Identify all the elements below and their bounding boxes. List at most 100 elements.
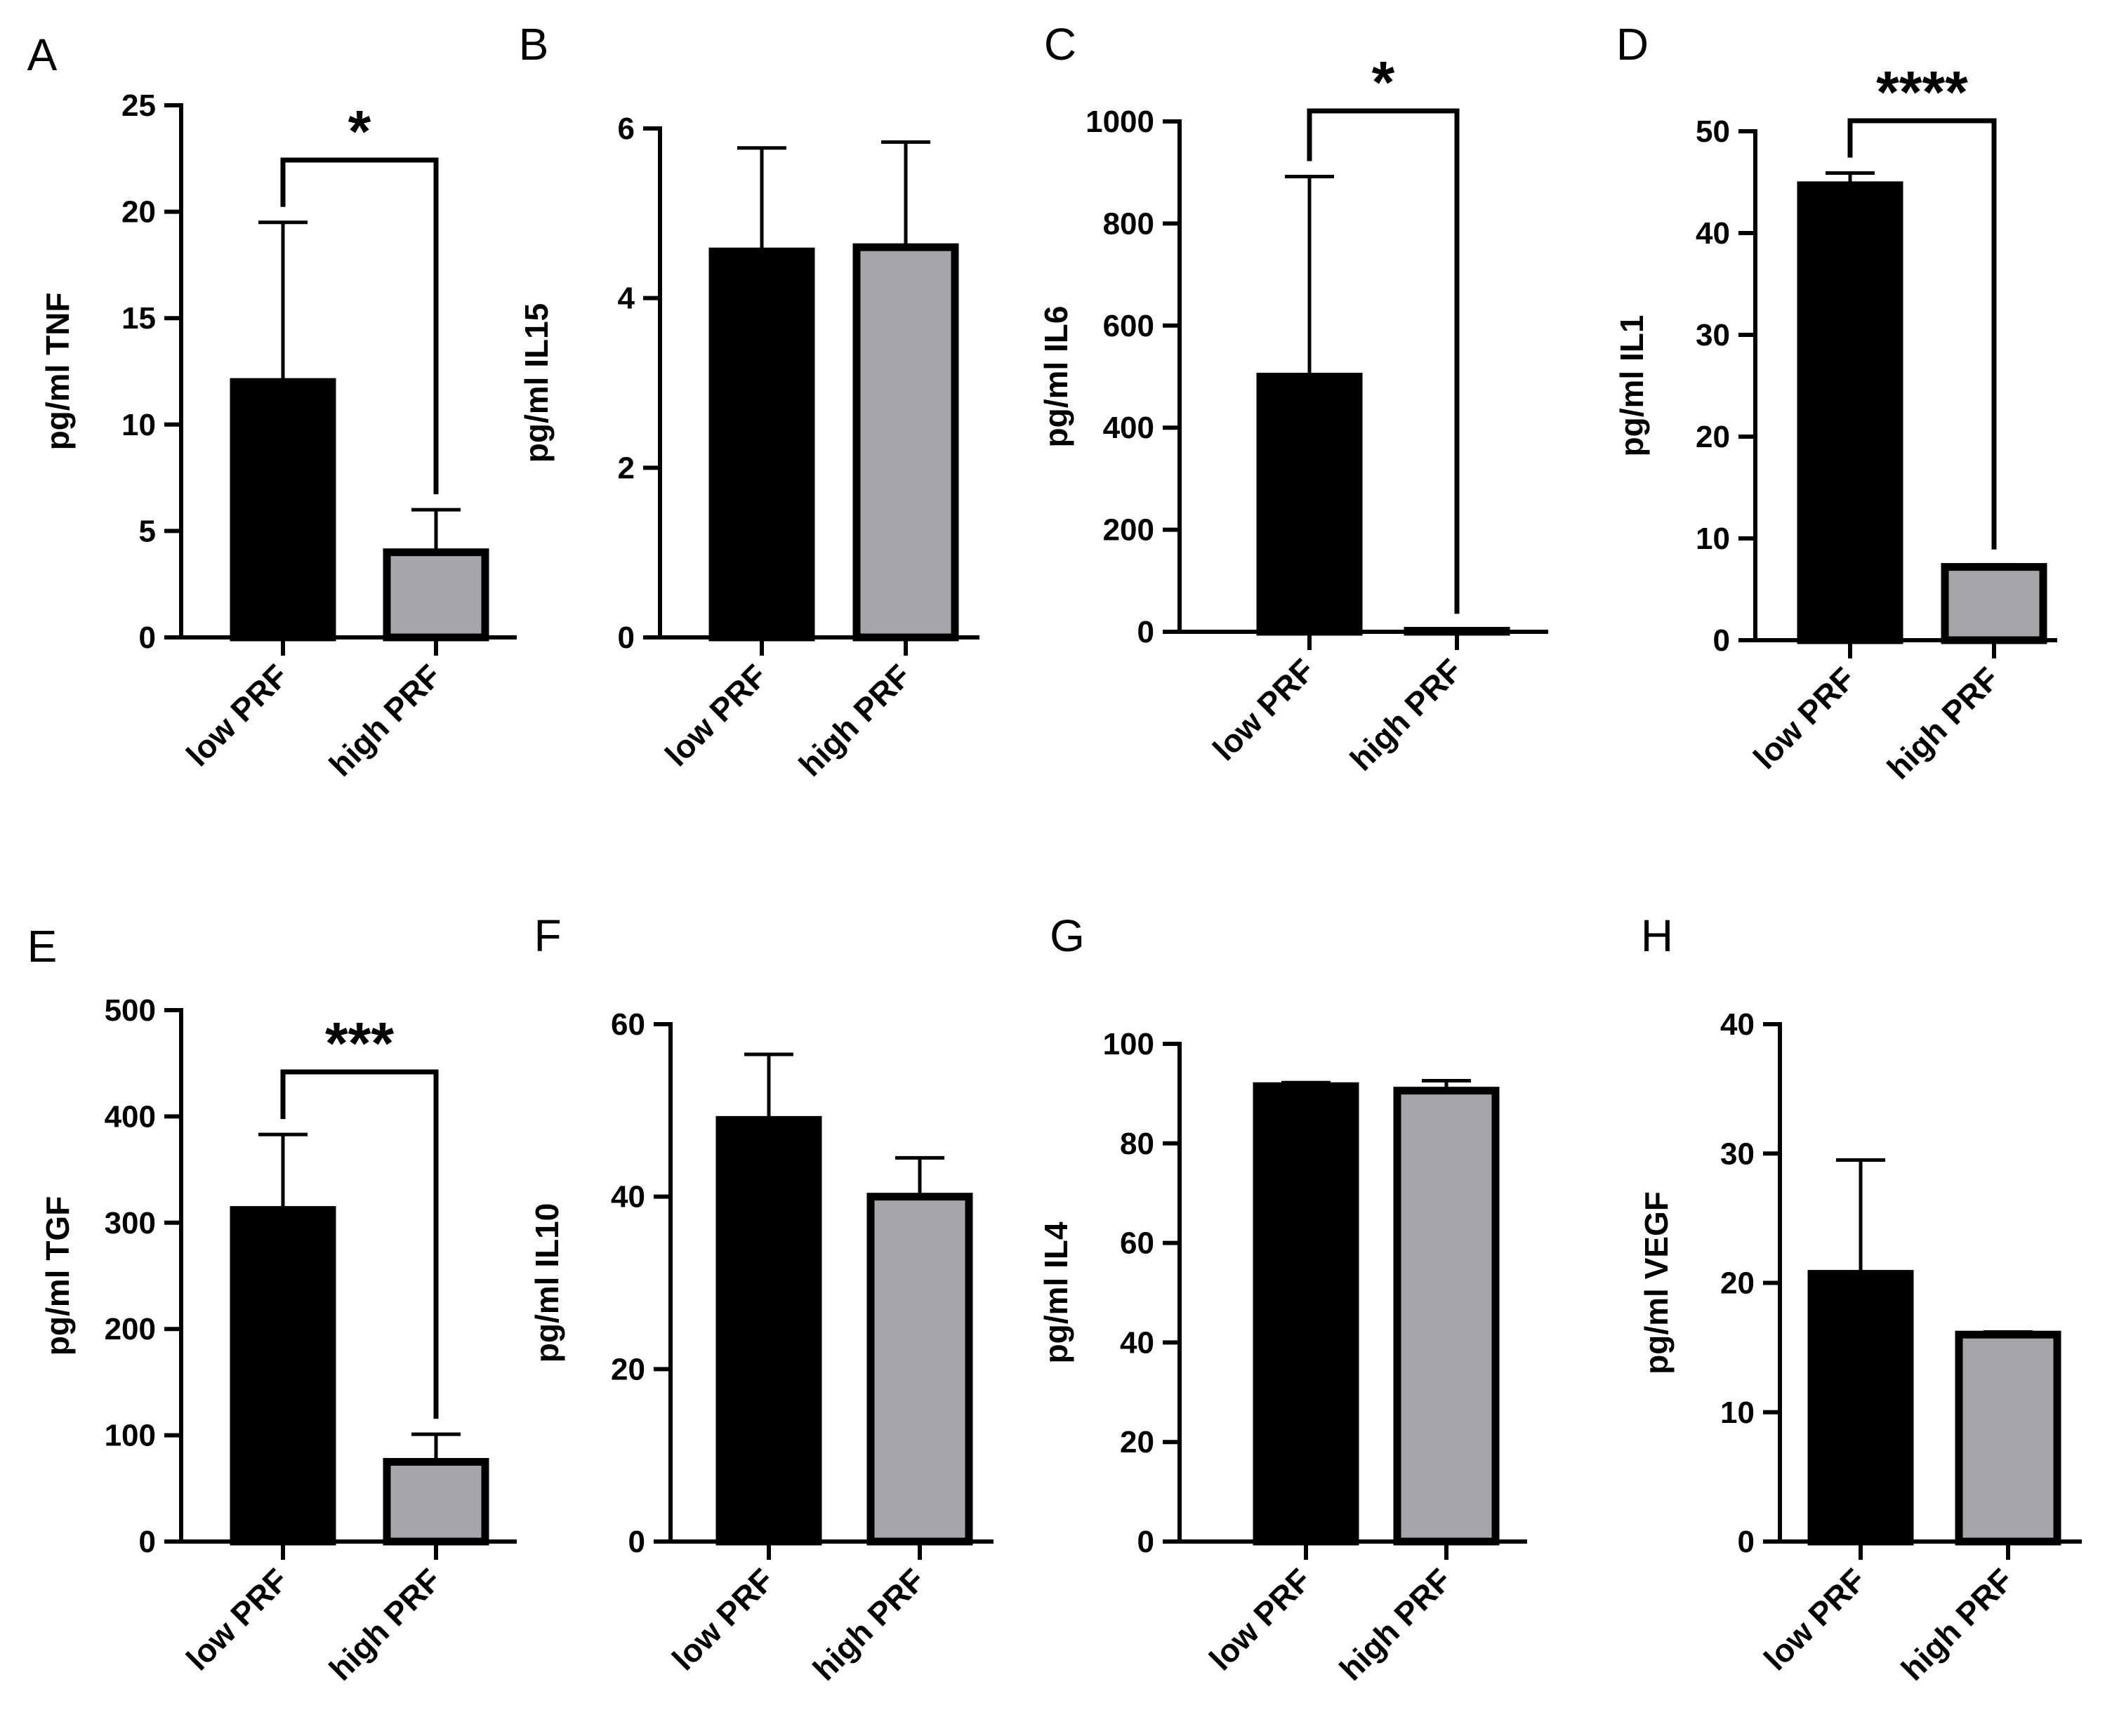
y-tick-label: 600 (1103, 309, 1154, 343)
category-label-high-prf: high PRF (1333, 1561, 1459, 1688)
category-label-low-prf: low PRF (658, 657, 774, 773)
category-label-low-prf: low PRF (665, 1561, 781, 1677)
bar-high-prf (383, 548, 489, 642)
y-tick-label: 0 (1137, 1525, 1154, 1559)
bar-low-prf (230, 1206, 336, 1546)
y-axis-title: pg/ml IL1 (1613, 315, 1650, 457)
significance-bracket (280, 1069, 439, 1419)
y-tick-label: 60 (611, 1007, 645, 1042)
y-axis-title: pg/ml IL6 (1038, 306, 1074, 448)
y-tick-label: 15 (121, 301, 156, 336)
significance-bracket (1307, 108, 1460, 614)
category-label-high-prf: high PRF (322, 1561, 449, 1688)
category-label-low-prf: low PRF (1206, 651, 1321, 767)
panel-b: B 0 2 4 6 pg/ml IL15 low PRF high PRF (518, 19, 979, 783)
y-tick-label: 0 (139, 1525, 156, 1559)
panel-letter: B (519, 19, 549, 69)
y-tick-label: 500 (105, 993, 156, 1028)
y-tick-label: 10 (1720, 1396, 1755, 1430)
y-tick-label: 200 (105, 1312, 156, 1346)
category-label-low-prf: low PRF (179, 657, 295, 773)
y-axis-title: pg/ml IL4 (1038, 1221, 1074, 1363)
category-label-high-prf: high PRF (1880, 660, 2007, 786)
bar-high-prf (383, 1457, 489, 1546)
category-label-high-prf: high PRF (1894, 1561, 2021, 1688)
y-axis-title: pg/ml VEGF (1638, 1191, 1675, 1374)
y-tick-label: 2 (618, 451, 635, 485)
y-tick-label: 300 (105, 1206, 156, 1240)
y-tick-label: 40 (1720, 1007, 1755, 1042)
bar-high-prf (866, 1193, 973, 1546)
y-tick-label: 6 (618, 112, 635, 146)
category-label-low-prf: low PRF (179, 1561, 295, 1677)
category-label-high-prf: high PRF (792, 657, 918, 783)
bar-low-prf (1253, 1082, 1359, 1546)
category-label-low-prf: low PRF (1746, 660, 1862, 776)
significance-asterisks: *** (325, 1010, 394, 1076)
category-label-high-prf: high PRF (806, 1561, 932, 1688)
bar-high-prf (852, 243, 959, 642)
y-tick-label: 4 (618, 281, 635, 316)
y-tick-label: 1000 (1085, 105, 1154, 139)
y-tick-label: 0 (1738, 1525, 1755, 1559)
y-tick-label: 0 (618, 621, 635, 655)
panel-c: C 0 200 400 600 800 1000 pg/ml IL6 low PRF high P… (1038, 19, 1548, 778)
panel-letter: E (27, 921, 58, 972)
y-tick-label: 40 (1120, 1325, 1154, 1360)
panel-f: F 0 20 40 60 pg/ml IL10 low PRF high PRF (529, 910, 994, 1688)
bar-high-prf (1393, 1087, 1500, 1546)
significance-bracket (1847, 118, 1997, 550)
y-tick-label: 100 (1103, 1027, 1154, 1061)
y-tick-label: 20 (1720, 1266, 1755, 1301)
bar-low-prf (1256, 373, 1363, 636)
y-tick-label: 800 (1103, 206, 1154, 241)
y-axis-title: pg/ml IL15 (518, 303, 555, 463)
y-tick-label: 80 (1120, 1127, 1154, 1161)
y-tick-label: 10 (121, 408, 156, 442)
panel-h: H 0 10 20 30 40 pg/ml VEGF low PRF high PRF (1638, 910, 2082, 1688)
y-tick-label: 5 (139, 514, 156, 548)
panel-g: G 0 20 40 60 80 100 pg/ml IL4 low PRF high PRF (1038, 910, 1527, 1688)
bar-low-prf (230, 378, 336, 642)
y-tick-label: 30 (1696, 318, 1730, 352)
bar-high-prf (1955, 1330, 2061, 1546)
y-tick-label: 20 (1696, 420, 1730, 454)
y-tick-label: 30 (1720, 1137, 1755, 1171)
category-label-high-prf: high PRF (322, 657, 449, 783)
significance-bracket (280, 157, 439, 495)
y-tick-label: 10 (1696, 522, 1730, 556)
significance-asterisks: **** (1876, 59, 1968, 125)
category-label-high-prf: high PRF (1343, 651, 1470, 778)
y-tick-label: 40 (611, 1180, 645, 1214)
panel-letter: D (1616, 19, 1649, 69)
panel-letter: G (1050, 910, 1085, 961)
y-tick-label: 0 (1137, 615, 1154, 649)
y-tick-label: 20 (121, 195, 156, 230)
y-tick-label: 40 (1696, 216, 1730, 251)
y-tick-label: 0 (139, 621, 156, 655)
bar-low-prf (1797, 181, 1903, 644)
panel-letter: H (1641, 910, 1673, 961)
y-axis-title: pg/ml TGF (39, 1196, 76, 1356)
y-tick-label: 100 (105, 1419, 156, 1453)
panel-d: D 0 10 20 30 40 50 pg/ml IL1 low PRF high PRF **** (1613, 19, 2057, 786)
y-tick-label: 200 (1103, 513, 1154, 548)
y-tick-label: 400 (1103, 411, 1154, 445)
category-label-low-prf: low PRF (1757, 1561, 1873, 1677)
y-tick-label: 0 (1713, 623, 1730, 658)
significance-asterisks: * (348, 98, 371, 164)
significance-asterisks: * (1372, 49, 1395, 115)
bar-high-prf (1941, 563, 2047, 644)
panel-letter: A (27, 29, 58, 80)
y-tick-label: 400 (105, 1099, 156, 1134)
panel-letter: F (534, 910, 561, 961)
y-tick-label: 20 (1120, 1425, 1154, 1459)
y-tick-label: 25 (121, 88, 156, 123)
y-axis-title: pg/ml IL10 (529, 1203, 565, 1363)
panel-e: E 0 100 200 300 400 500 pg/ml TGF low PRF high PR… (27, 921, 517, 1688)
panel-a: A 0 5 10 15 20 25 pg/ml TNF low PRF high PRF * (27, 29, 517, 783)
y-axis-title: pg/ml TNF (39, 293, 76, 451)
y-tick-label: 20 (611, 1352, 645, 1386)
panel-letter: C (1044, 19, 1076, 69)
bar-low-prf (708, 247, 815, 642)
